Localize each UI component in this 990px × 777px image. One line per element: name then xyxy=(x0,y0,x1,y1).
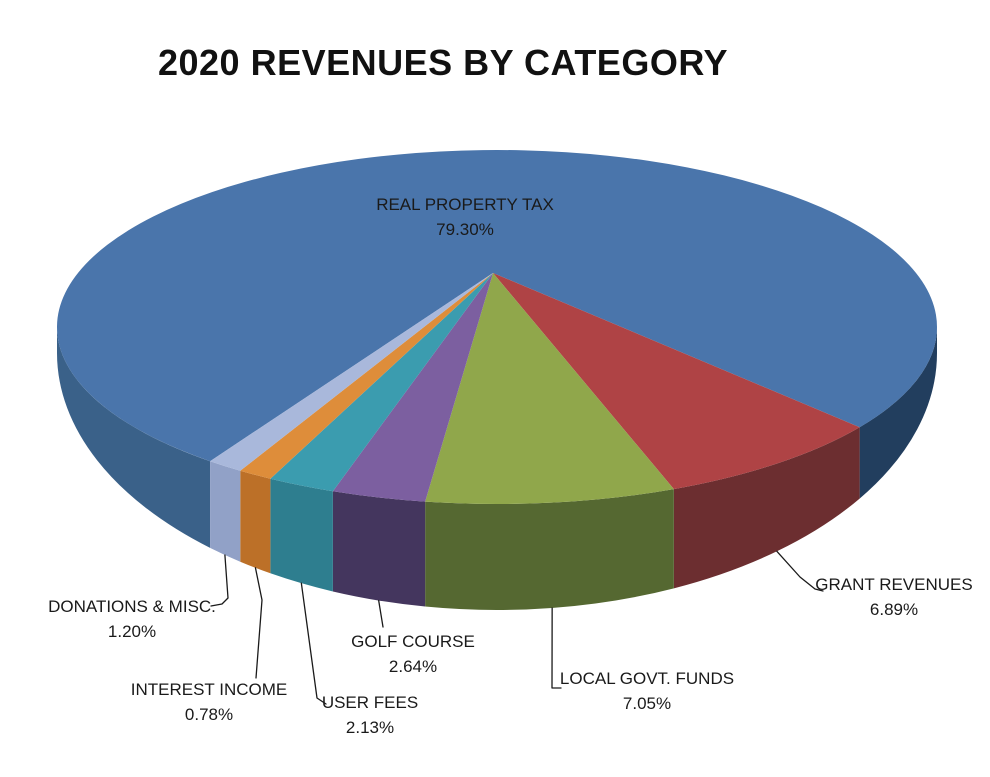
slice-label-golf-course: GOLF COURSE 2.64% xyxy=(351,629,475,679)
slice-label-real-property-tax: REAL PROPERTY TAX 79.30% xyxy=(376,192,554,242)
slice-donations-misc-side xyxy=(210,461,241,562)
slice-user-fees-side xyxy=(270,478,333,592)
slice-label-text: REAL PROPERTY TAX xyxy=(376,195,554,214)
leader-line-interest-income xyxy=(254,567,263,679)
leader-line-golf-course xyxy=(378,599,384,628)
slice-interest-income-top xyxy=(240,273,493,479)
slice-label-text: USER FEES xyxy=(321,693,419,712)
slice-real-property-tax-top xyxy=(56,149,937,462)
slice-label-text: DONATIONS & MISC. xyxy=(48,597,216,616)
slice-local-govt-funds-side xyxy=(425,489,674,611)
leader-line-user-fees xyxy=(300,582,327,705)
slice-grant-revenues-top xyxy=(493,273,860,490)
slice-label-interest-income: INTEREST INCOME 0.78% xyxy=(131,677,287,727)
slice-label-text: GOLF COURSE xyxy=(351,632,475,651)
slice-grant-revenues-side xyxy=(673,427,860,589)
leader-line-local-govt-funds xyxy=(551,607,562,689)
slice-percent-text: 6.89% xyxy=(869,600,919,619)
slice-label-text: INTEREST INCOME xyxy=(130,680,288,699)
slice-user-fees-top xyxy=(270,273,493,492)
slice-real-property-tax-side-left xyxy=(57,327,211,548)
slice-label-donations-misc: DONATIONS & MISC. 1.20% xyxy=(48,594,216,644)
slice-label-local-govt-funds: LOCAL GOVT. FUNDS 7.05% xyxy=(560,666,734,716)
slice-golf-course-side xyxy=(332,491,426,607)
slice-percent-text: 2.13% xyxy=(345,718,395,737)
slice-label-text: LOCAL GOVT. FUNDS xyxy=(559,669,735,688)
slice-percent-text: 1.20% xyxy=(107,622,157,641)
slice-percent-text: 0.78% xyxy=(184,705,234,724)
slice-label-user-fees: USER FEES 2.13% xyxy=(322,690,418,740)
chart-title: 2020 REVENUES BY CATEGORY xyxy=(157,42,729,83)
slice-real-property-tax-side-right xyxy=(859,327,937,499)
slice-percent-text: 7.05% xyxy=(622,694,672,713)
slice-donations-misc-top xyxy=(210,273,493,471)
slice-percent-text: 79.30% xyxy=(436,220,494,239)
slice-label-text: GRANT REVENUES xyxy=(815,575,973,594)
leader-line-grant-revenues xyxy=(776,550,824,592)
slice-local-govt-funds-top xyxy=(425,273,674,504)
slice-interest-income-side xyxy=(240,470,271,574)
slice-golf-course-top xyxy=(332,273,493,502)
slice-label-grant-revenues: GRANT REVENUES 6.89% xyxy=(815,572,972,622)
slice-percent-text: 2.64% xyxy=(388,657,438,676)
leader-line-donations-misc xyxy=(210,554,229,607)
